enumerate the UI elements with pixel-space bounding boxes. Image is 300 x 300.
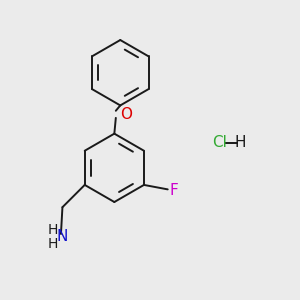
Text: H: H	[47, 237, 58, 251]
Text: O: O	[120, 107, 132, 122]
Text: Cl: Cl	[212, 135, 227, 150]
Text: H: H	[47, 223, 58, 236]
Text: F: F	[169, 183, 178, 198]
Text: H: H	[235, 135, 246, 150]
Text: N: N	[57, 230, 68, 244]
